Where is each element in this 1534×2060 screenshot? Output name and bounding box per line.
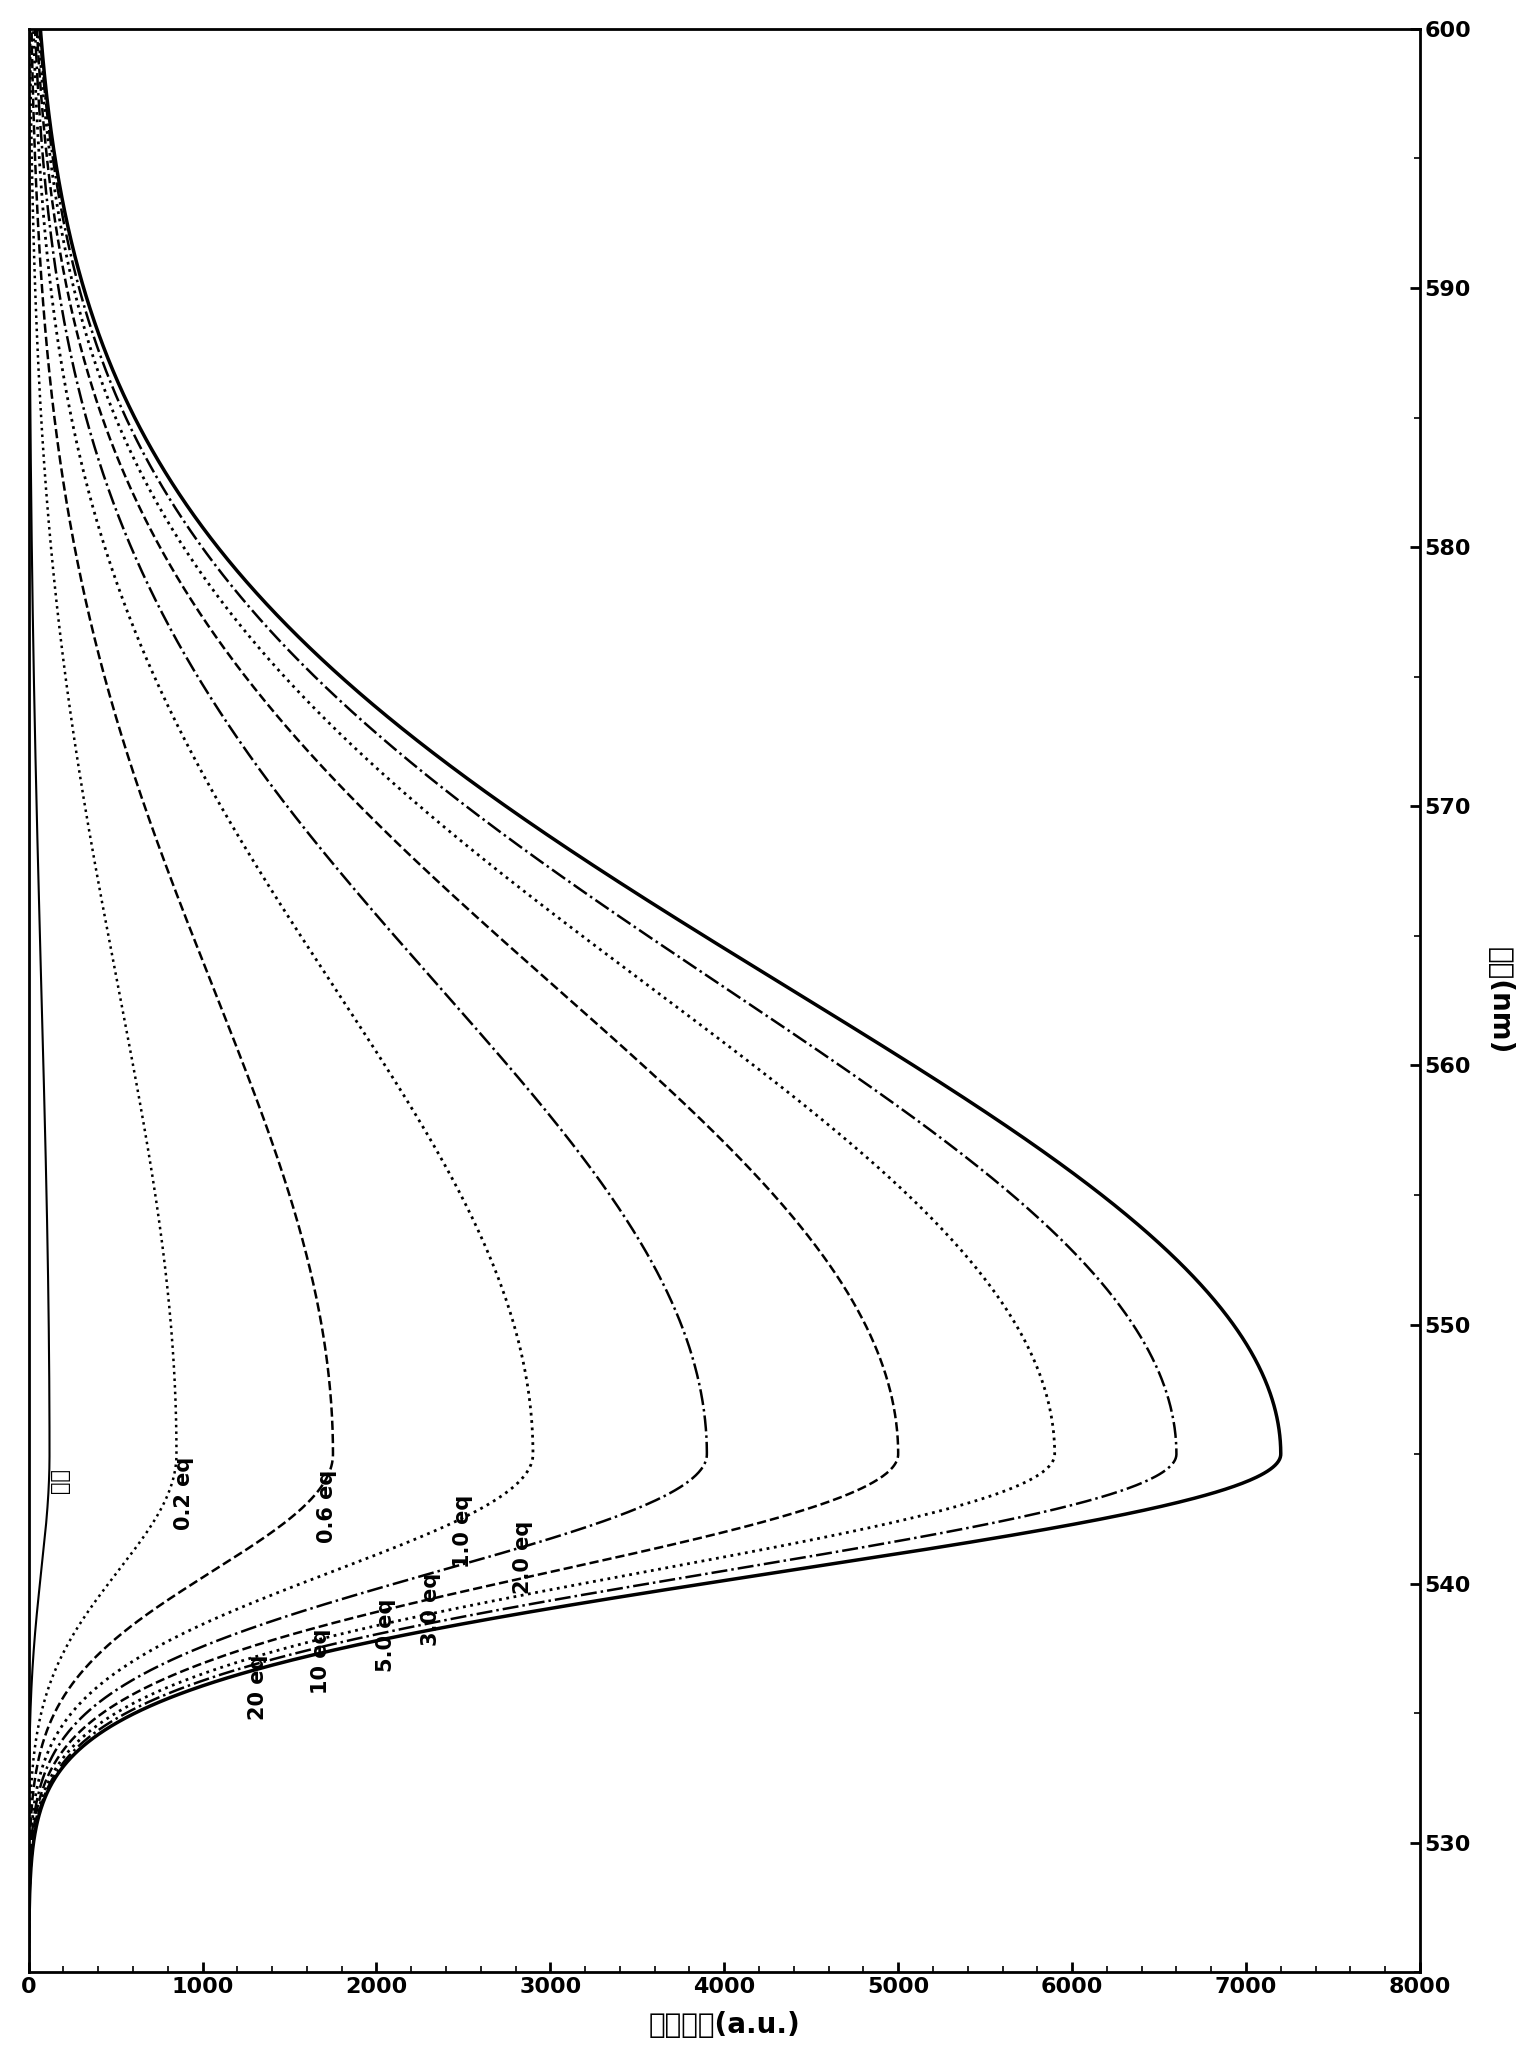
Text: 20 eq: 20 eq <box>249 1654 268 1720</box>
Text: 1.0 eq: 1.0 eq <box>453 1496 472 1568</box>
X-axis label: 莥光强度(a.u.): 莥光强度(a.u.) <box>649 2011 801 2039</box>
Text: 空白: 空白 <box>49 1467 71 1494</box>
Text: 0.6 eq: 0.6 eq <box>316 1469 336 1543</box>
Text: 10 eq: 10 eq <box>311 1629 331 1693</box>
Text: 3.0 eq: 3.0 eq <box>420 1574 440 1646</box>
Text: 2.0 eq: 2.0 eq <box>512 1520 532 1594</box>
Y-axis label: 波长(nm): 波长(nm) <box>1485 948 1513 1055</box>
Text: 0.2 eq: 0.2 eq <box>175 1456 195 1531</box>
Text: 5.0 eq: 5.0 eq <box>376 1599 396 1673</box>
